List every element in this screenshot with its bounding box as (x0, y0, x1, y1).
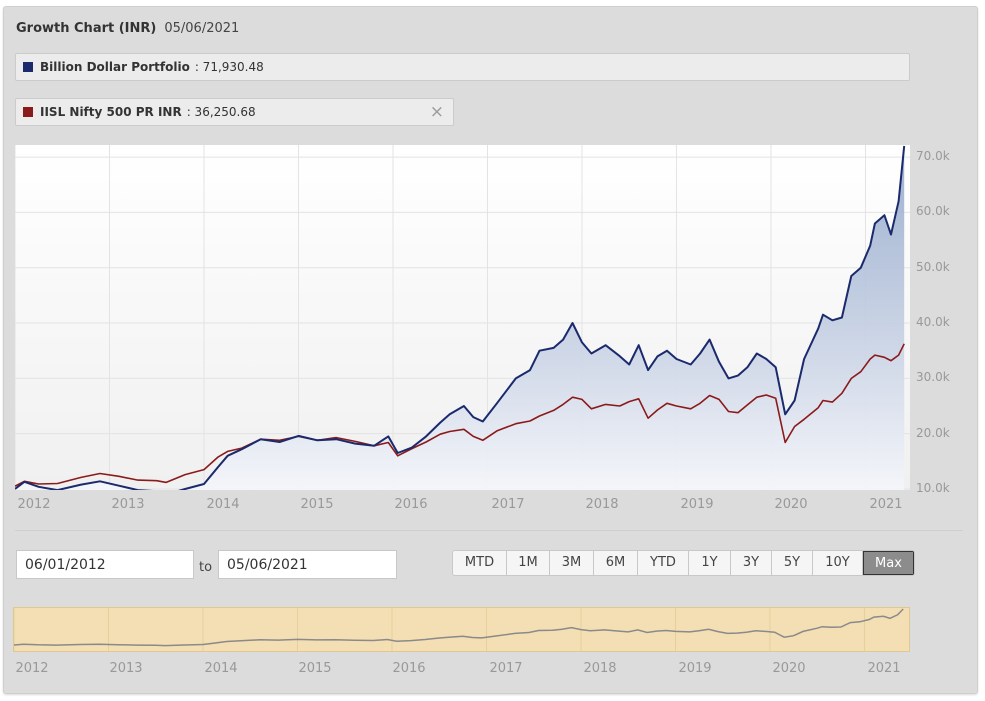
y-tick-label: 20.0k (916, 425, 950, 440)
range-button-mtd[interactable]: MTD (453, 551, 507, 575)
divider (15, 530, 963, 531)
close-icon[interactable]: × (429, 102, 444, 122)
from-date-input[interactable] (16, 550, 194, 579)
series-line-portfolio[interactable] (15, 145, 906, 490)
range-button-max[interactable]: Max (863, 551, 914, 575)
x-tick-label: 2018 (585, 497, 619, 512)
series-group (15, 145, 906, 490)
series-line-index[interactable] (15, 343, 905, 487)
range-button-3m[interactable]: 3M (550, 551, 594, 575)
range-button-group: MTD 1M 3M 6M YTD 1Y 3Y 5Y 10Y Max (452, 550, 915, 576)
legend-item-portfolio[interactable]: Billion Dollar Portfolio : 71,930.48 (15, 53, 910, 81)
x-tick-label: 2013 (111, 497, 145, 512)
navigator-tick-label: 2021 (867, 661, 901, 676)
navigator-tick-label: 2014 (204, 661, 238, 676)
growth-chart[interactable] (15, 145, 910, 490)
navigator-tick-label: 2019 (678, 661, 712, 676)
navigator-tick-label: 2013 (109, 661, 143, 676)
range-button-ytd[interactable]: YTD (638, 551, 689, 575)
y-tick-label: 30.0k (916, 370, 950, 385)
x-tick-label: 2012 (17, 497, 51, 512)
navigator-tick-label: 2012 (15, 661, 49, 676)
legend-swatch-index (23, 107, 33, 117)
x-tick-label: 2021 (869, 497, 903, 512)
x-tick-label: 2019 (680, 497, 714, 512)
series-area-portfolio (15, 146, 905, 490)
range-button-1m[interactable]: 1M (507, 551, 550, 575)
navigator[interactable] (13, 607, 910, 652)
chart-date: 05/06/2021 (164, 21, 240, 36)
x-tick-label: 2015 (300, 497, 334, 512)
chart-title-text: Growth Chart (INR) (16, 21, 157, 36)
range-button-5y[interactable]: 5Y (772, 551, 813, 575)
y-tick-label: 10.0k (916, 481, 950, 495)
navigator-tick-label: 2020 (772, 661, 806, 676)
y-tick-label: 70.0k (916, 149, 950, 164)
x-tick-label: 2016 (394, 497, 428, 512)
navigator-tick-label: 2017 (489, 661, 523, 676)
navigator-tick-label: 2018 (583, 661, 617, 676)
navigator-tick-label: 2016 (392, 661, 426, 676)
to-label: to (199, 560, 213, 575)
legend-value-index: : 36,250.68 (186, 105, 256, 119)
legend-item-index[interactable]: IISL Nifty 500 PR INR : 36,250.68 × (15, 98, 454, 126)
range-button-10y[interactable]: 10Y (813, 551, 863, 575)
range-button-1y[interactable]: 1Y (689, 551, 731, 575)
legend-swatch-portfolio (23, 62, 33, 72)
legend-value-portfolio: : 71,930.48 (194, 60, 264, 74)
navigator-tick-label: 2015 (298, 661, 332, 676)
y-tick-label: 50.0k (916, 259, 950, 274)
range-button-6m[interactable]: 6M (594, 551, 638, 575)
legend-name-portfolio: Billion Dollar Portfolio (40, 60, 190, 74)
to-date-input[interactable] (218, 550, 397, 579)
navigator-chart[interactable] (14, 608, 909, 651)
y-tick-label: 60.0k (916, 204, 950, 219)
chart-title: Growth Chart (INR) 05/06/2021 (16, 21, 239, 36)
legend-name-index: IISL Nifty 500 PR INR (40, 105, 182, 119)
navigator-series-line (14, 608, 904, 647)
y-tick-label: 40.0k (916, 315, 950, 330)
x-tick-label: 2020 (774, 497, 808, 512)
range-button-3y[interactable]: 3Y (731, 551, 772, 575)
x-tick-label: 2017 (491, 497, 525, 512)
x-tick-label: 2014 (206, 497, 240, 512)
